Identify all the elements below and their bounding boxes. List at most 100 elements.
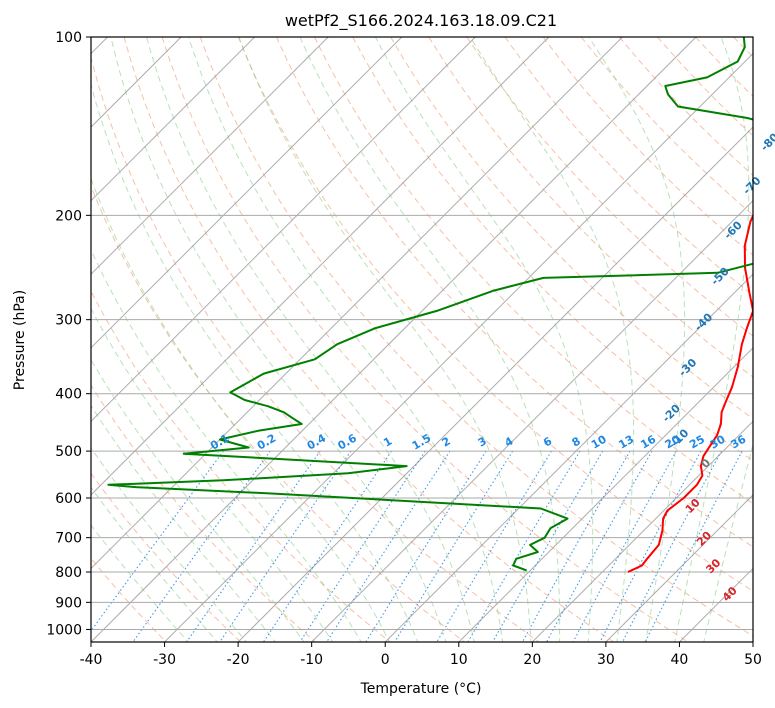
- dry-adiabat-line: [91, 185, 466, 642]
- x-axis-ticks: -40 -30 -20 -10 0 10 20 30 40 50: [80, 642, 762, 668]
- mixing-ratio-label: 6: [541, 434, 554, 449]
- y-tick-label: 200: [55, 208, 82, 224]
- mixing-ratio-line: [326, 450, 451, 642]
- x-tick-label: 10: [450, 652, 468, 668]
- isotherm-line: [531, 420, 753, 642]
- moist-adiabat-line: [91, 446, 248, 642]
- mixing-ratio-label: 8: [570, 435, 583, 450]
- moist-adiabat-line: [469, 37, 635, 642]
- isotherm-line: [91, 37, 256, 202]
- isotherm-line: [605, 494, 753, 642]
- isopleth-labels: -100-90-80-70-60-50-40-30-20-100.10.20.4…: [208, 130, 775, 604]
- moist-adiabat-line: [91, 82, 419, 642]
- mixing-ratio-line: [599, 450, 702, 642]
- dry-adiabat-label: -70: [740, 174, 763, 197]
- isotherm-line: [237, 126, 753, 642]
- pressure-gridlines: [91, 37, 753, 630]
- y-tick-label: 1000: [46, 622, 82, 638]
- dry-adiabat-label: -80: [758, 130, 775, 153]
- moist-adiabat-line: [703, 442, 753, 642]
- mixing-ratio-line: [91, 450, 224, 632]
- mixing-ratio-line: [572, 450, 677, 642]
- mixing-ratio-label: 30: [708, 432, 728, 451]
- y-tick-label: 800: [55, 565, 82, 581]
- dry-adiabat-line: [91, 472, 242, 642]
- x-tick-label: -30: [153, 652, 176, 668]
- mixing-ratio-label: 36: [728, 432, 748, 451]
- dry-adiabat-label: -60: [721, 218, 744, 241]
- y-tick-label: 100: [55, 30, 82, 46]
- dry-adiabat-line: [428, 37, 753, 378]
- moist-adiabat-label: 40: [720, 584, 740, 604]
- moist-adiabat-line: [91, 358, 305, 642]
- dry-adiabat-line: [695, 37, 753, 97]
- mixing-ratio-label: 0.2: [255, 432, 278, 453]
- dry-adiabat-label: -40: [692, 310, 715, 333]
- y-tick-label: 400: [55, 387, 82, 403]
- dry-adiabat-line: [237, 37, 753, 592]
- mixing-ratio-label: 1.5: [410, 432, 433, 453]
- dry-adiabat-line: [657, 37, 753, 137]
- moist-adiabat-line: [674, 37, 750, 642]
- mixing-ratio-label: 4: [502, 434, 515, 449]
- mixing-ratio-label: 16: [638, 432, 658, 451]
- sounding-profiles: [107, 37, 753, 573]
- y-axis-ticks: 100 200 300 400 500 600 700 800 900 1000: [46, 30, 91, 638]
- moist-adiabat-line: [91, 248, 362, 642]
- isotherm-line: [458, 347, 753, 642]
- dry-adiabat-line: [123, 37, 615, 642]
- chart-title: wetPf2_S166.2024.163.18.09.C21: [285, 11, 557, 31]
- dry-adiabat-label: -50: [708, 265, 731, 288]
- dewpoint-profile: [107, 37, 753, 572]
- mixing-ratio-line: [467, 450, 581, 642]
- mixing-ratio-line: [132, 450, 271, 642]
- y-tick-label: 600: [55, 491, 82, 507]
- mixing-ratio-line: [492, 450, 604, 642]
- background-lines: [91, 37, 753, 642]
- mixing-ratio-line: [644, 450, 743, 642]
- dry-adiabat-line: [314, 37, 753, 505]
- temperature-profile: [627, 213, 753, 573]
- isotherm-line: [384, 273, 753, 642]
- mixing-ratio-line: [262, 450, 392, 642]
- x-tick-label: 20: [523, 652, 541, 668]
- moist-adiabat-line: [238, 37, 532, 642]
- y-tick-label: 700: [55, 531, 82, 547]
- moist-adiabat-line: [588, 37, 686, 642]
- dry-adiabat-line: [542, 37, 753, 256]
- x-tick-label: 0: [381, 652, 390, 668]
- x-tick-label: 50: [744, 652, 762, 668]
- mixing-ratio-label: 13: [616, 433, 636, 452]
- y-tick-label: 900: [55, 595, 82, 611]
- x-tick-label: -20: [227, 652, 250, 668]
- moist-adiabat-line: [91, 524, 189, 642]
- moist-adiabat-line: [91, 486, 219, 642]
- mixing-ratio-line: [299, 450, 426, 642]
- mixing-ratio-label: 1: [381, 435, 394, 450]
- x-axis-label: Temperature (°C): [360, 681, 482, 697]
- isotherm-line: [164, 52, 753, 642]
- plot-frame: [90, 36, 754, 643]
- x-tick-label: 40: [671, 652, 689, 668]
- x-tick-label: -40: [80, 652, 103, 668]
- moist-adiabat-label: 10: [683, 496, 703, 516]
- y-axis-label: Pressure (hPa): [12, 290, 28, 390]
- mixing-ratio-line: [621, 450, 722, 642]
- x-tick-label: -10: [300, 652, 323, 668]
- dry-adiabat-line: [199, 37, 753, 637]
- y-tick-label: 500: [55, 444, 82, 460]
- moist-adiabat-label: 20: [694, 529, 714, 549]
- mixing-ratio-label: 2: [440, 435, 453, 450]
- isotherm-line: [91, 37, 403, 349]
- mixing-ratio-label: 0.6: [336, 431, 360, 452]
- isotherm-line: [752, 641, 753, 642]
- dry-adiabat-line: [352, 37, 753, 462]
- mixing-ratio-line: [521, 450, 631, 642]
- dry-adiabat-label: -30: [676, 356, 699, 379]
- moist-adiabat-line: [91, 307, 334, 642]
- y-tick-label: 300: [55, 313, 82, 329]
- mixing-ratio-line: [365, 450, 487, 642]
- mixing-ratio-label: 0.4: [305, 431, 329, 452]
